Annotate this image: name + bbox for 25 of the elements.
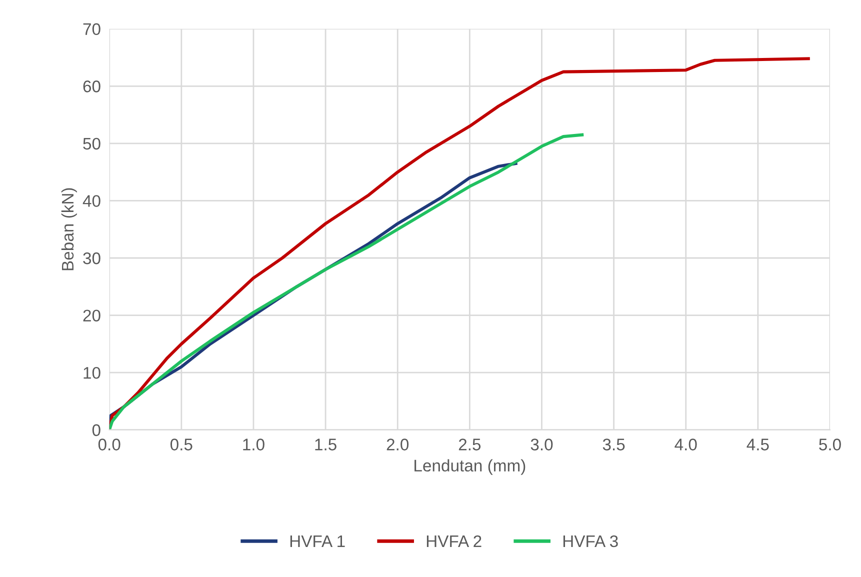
x-tick-label: 0.0 [98, 438, 120, 450]
y-tick-label: 60 [83, 80, 100, 92]
x-tick-label: 4.5 [746, 438, 769, 450]
x-tick-label: 3.5 [602, 438, 625, 450]
y-tick-label: 0 [92, 424, 100, 436]
x-tick-label: 2.5 [458, 438, 481, 450]
y-axis-title: Beban (kN) [61, 188, 77, 270]
x-tick-label: 0.5 [170, 438, 192, 450]
x-tick-label: 1.0 [243, 438, 264, 450]
y-tick-label: 50 [83, 138, 100, 150]
legend-label: HVFA 1 [290, 536, 345, 547]
y-tick-label: 30 [83, 252, 100, 264]
x-tick-label: 4.0 [674, 438, 697, 450]
y-tick-label: 10 [84, 366, 100, 379]
x-axis-title: Lendutan (mm) [414, 459, 526, 475]
y-tick-label: 70 [83, 23, 100, 36]
x-tick-label: 3.0 [530, 438, 553, 450]
line-series [109, 133, 584, 430]
y-tick-label: 40 [82, 195, 100, 207]
y-tick-label: 20 [83, 310, 100, 322]
legend-label: HVFA 3 [563, 535, 618, 548]
legend-label: HVFA 2 [426, 535, 482, 547]
x-tick-label: 1.5 [315, 438, 336, 450]
x-tick-label: 2.0 [386, 438, 409, 450]
x-tick-label: 5.0 [819, 438, 841, 450]
